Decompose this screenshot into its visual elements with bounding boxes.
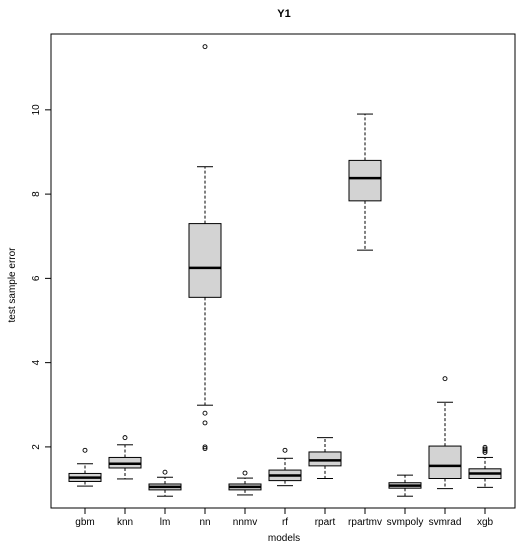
- outlier-lm-0: [162, 469, 168, 475]
- plot-area: 2 4 6 8 10 gbm knn lm nn nnmv rf rpart rpartmv svmpol…: [31, 33, 516, 528]
- box-svmrad: [428, 445, 462, 480]
- outlier-nnmv-0: [242, 470, 248, 476]
- outlier-xgb-3: [482, 444, 488, 450]
- x-tick-label-rpart: rpart: [315, 517, 336, 528]
- box-rpart: [308, 451, 342, 467]
- y-tick-label-8: 8: [31, 191, 42, 197]
- x-tick-label-knn: knn: [117, 517, 133, 528]
- outlier-nn-4: [202, 446, 208, 452]
- y-axis-label: test sample error: [7, 247, 18, 323]
- y-tick-label-10: 10: [31, 104, 42, 116]
- x-axis-label: models: [268, 533, 300, 544]
- outlier-nn-0: [202, 44, 208, 50]
- x-tick-label-xgb: xgb: [477, 517, 494, 528]
- outlier-nn-2: [202, 420, 208, 426]
- y-tick-label-2: 2: [31, 444, 42, 450]
- x-tick-label-lm: lm: [160, 517, 171, 528]
- outlier-nn-1: [202, 410, 208, 416]
- x-tick-label-svmrad: svmrad: [429, 517, 462, 528]
- box-nn: [188, 223, 222, 298]
- x-tick-label-nn: nn: [199, 517, 210, 528]
- outlier-nn-3: [202, 444, 208, 450]
- chart-title: Y1: [277, 8, 290, 20]
- y-tick-label-4: 4: [31, 359, 42, 365]
- x-tick-label-gbm: gbm: [75, 517, 94, 528]
- outlier-svmrad-0: [442, 376, 448, 382]
- plot-frame: [50, 33, 516, 509]
- outlier-xgb-1: [482, 448, 488, 454]
- x-tick-label-svmpoly: svmpoly: [387, 517, 424, 528]
- x-tick-label-rf: rf: [282, 517, 288, 528]
- outlier-knn-0: [122, 435, 128, 441]
- outlier-rf-0: [282, 447, 288, 453]
- outlier-xgb-0: [482, 449, 488, 455]
- box-rpartmv: [348, 159, 382, 202]
- x-tick-label-rpartmv: rpartmv: [348, 517, 382, 528]
- outlier-xgb-2: [482, 446, 488, 452]
- outlier-gbm-0: [82, 447, 88, 453]
- y-tick-label-6: 6: [31, 275, 42, 281]
- x-tick-label-nnmv: nnmv: [233, 517, 257, 528]
